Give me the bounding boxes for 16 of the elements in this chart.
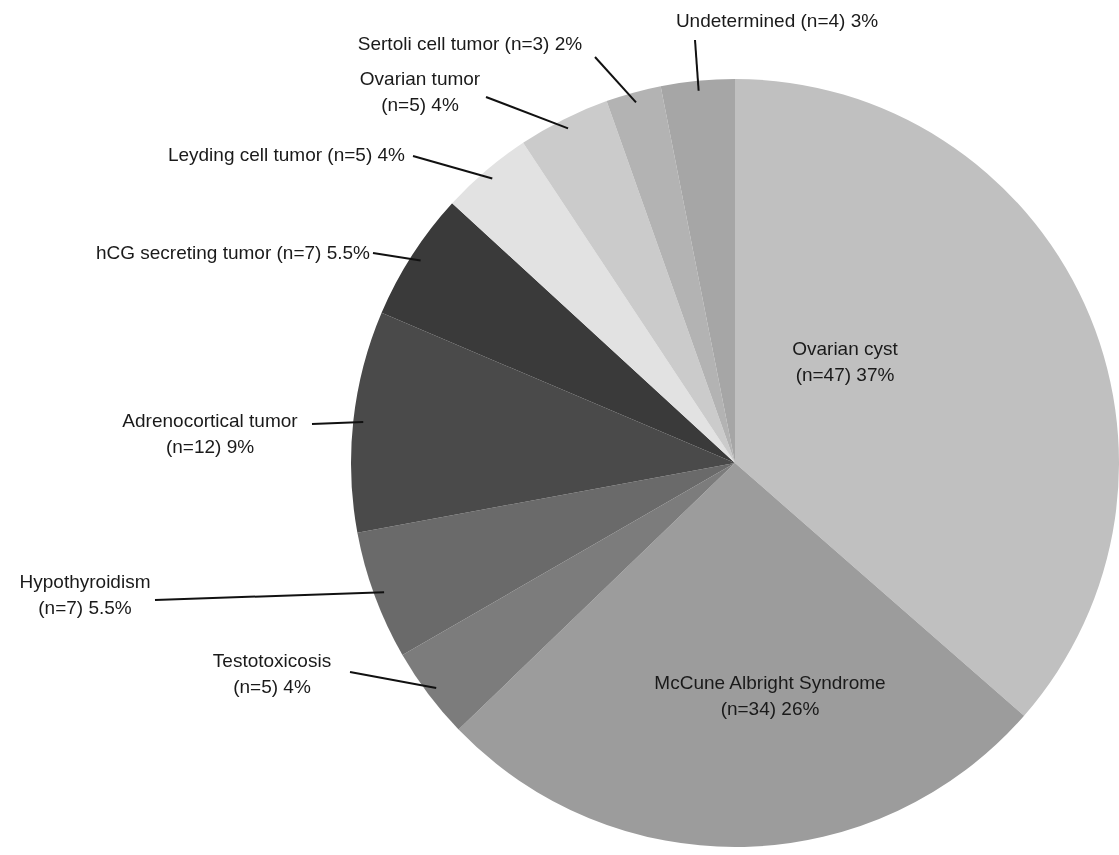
data-label: (n=7) 5.5% xyxy=(38,597,132,619)
data-label: (n=5) 4% xyxy=(381,94,459,116)
slice-label: Hypothyroidism xyxy=(19,571,151,593)
slice-label: Adrenocortical tumor xyxy=(122,410,299,432)
slice-label: Leyding cell tumor (n=5) 4% xyxy=(167,144,406,166)
data-label: (n=5) 4% xyxy=(233,676,311,698)
data-label: (n=12) 9% xyxy=(165,436,255,458)
data-label: (n=47) 37% xyxy=(795,364,895,386)
slice-label: hCG secreting tumor (n=7) 5.5% xyxy=(95,242,371,264)
slice-label: Sertoli cell tumor (n=3) 2% xyxy=(357,33,583,55)
slice-label: McCune Albright Syndrome xyxy=(654,672,886,694)
slice-label: Ovarian tumor xyxy=(359,68,481,90)
slice-label: Ovarian cyst xyxy=(792,338,899,360)
slice-label: Undetermined (n=4) 3% xyxy=(675,10,879,32)
data-label: (n=34) 26% xyxy=(720,698,820,720)
slice-label: Testotoxicosis xyxy=(212,650,332,672)
